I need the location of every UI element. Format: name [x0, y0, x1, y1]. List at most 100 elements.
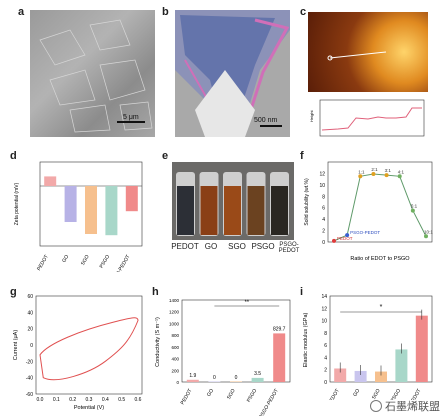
bar-d: [44, 176, 57, 186]
bar-i: [334, 368, 347, 382]
scale-label-a: 5 μm: [123, 114, 139, 121]
series-line-f: [333, 173, 427, 242]
bar-i: [395, 349, 408, 382]
bar-i: [354, 370, 367, 382]
point-f: [332, 238, 336, 243]
value-label-h: 3.5: [254, 371, 261, 377]
xtick-g: 0.4: [102, 397, 109, 403]
ylabel-g: Current (μA): [13, 330, 19, 361]
ytick-g: -40: [26, 376, 33, 382]
point-label-f: 4:1: [398, 169, 405, 174]
plot-frame-f: [327, 161, 433, 243]
point-label-f: 2:1: [371, 167, 378, 172]
sem-flakes: [39, 19, 153, 133]
ytick-h: 200: [171, 368, 179, 373]
bar-d: [105, 186, 118, 236]
ytick-f: 4: [322, 217, 325, 223]
vial-liquid: [271, 186, 288, 235]
chart-h-conductivity: 0 200 400 600 800 1000 1200 1400 Conductivity (S…: [155, 298, 291, 416]
point-label-f: PEDOT: [337, 236, 353, 241]
ytick-i: 4: [324, 355, 327, 361]
plot-frame-d: [39, 161, 143, 247]
value-label-h: 0: [235, 375, 238, 381]
bar-i: [375, 371, 387, 382]
ytick-g: 40: [27, 310, 33, 316]
tick-label-d: GO: [61, 254, 70, 264]
point-label-f: 10:1: [424, 229, 433, 234]
tick-label-d: PSGO-PEDOT: [110, 254, 132, 272]
tem-image-b: [175, 10, 290, 137]
panel-b-label: b: [162, 6, 169, 18]
xtick-g: 0.2: [69, 397, 76, 403]
vial-liquid: [200, 186, 218, 235]
bar-d: [64, 186, 77, 222]
panel-g-label: g: [10, 286, 17, 298]
vial-photo-e: [172, 162, 294, 240]
xtick-g: 0.1: [53, 397, 60, 403]
vial-liquid: [224, 186, 241, 235]
vials: [176, 172, 289, 236]
bar-h: [230, 381, 242, 382]
ytick-g: -20: [26, 359, 33, 365]
ytick-h: 800: [171, 333, 179, 338]
ylabel-f: Solid solubility (wt.%): [304, 178, 310, 226]
ytick-h: 0: [176, 380, 179, 385]
scale-label-b: 500 nm: [254, 117, 278, 124]
sig-mark-h: **: [244, 300, 249, 306]
point-f: [358, 174, 363, 179]
vial-label: GO: [204, 242, 218, 251]
chart-d-zeta: Zeta potential (mV) PEDOT GO SGO PSGOPSGO-PE…: [14, 161, 143, 272]
vial-liquid: [177, 186, 194, 235]
ylabel-h: Conductivity (S m⁻¹): [155, 317, 161, 367]
ytick-f: 6: [322, 206, 325, 212]
ytick-i: 2: [324, 368, 327, 374]
ytick-g: -60: [26, 392, 33, 398]
xtick-g: 0.5: [118, 397, 125, 403]
bar-h: [251, 377, 264, 382]
ytick-f: 0: [322, 240, 325, 246]
point-f: [371, 172, 376, 176]
ytick-g: 60: [27, 294, 33, 300]
afm-line: [327, 51, 387, 61]
ytick-i: 14: [321, 294, 327, 300]
panel-e-label: e: [162, 150, 169, 162]
xlabel-f: Ratio of EDOT to PSGO: [350, 256, 410, 262]
chart-g-cv: 0.0 0.1 0.2 0.3 0.4 0.5 0.6 -60 -40 -20 0 20 40 60 Pot…: [13, 294, 143, 411]
plot-frame-g: [35, 295, 143, 395]
vial-label: PSGO-PEDOT: [278, 242, 300, 254]
value-label-h: 829.7: [273, 326, 286, 332]
point-f: [345, 233, 350, 238]
ytick-f: 10: [319, 183, 325, 189]
xlabel-g: Potential (V): [74, 405, 104, 411]
ytick-g: 0: [30, 343, 33, 349]
ytick-i: 8: [324, 331, 327, 337]
panel-d-label: d: [10, 150, 17, 162]
vial-liquid: [247, 186, 265, 235]
point-f: [410, 208, 415, 213]
ylabel-i: Elastic modulus (GPa): [303, 312, 309, 367]
tick-label-h: PEDOT: [180, 388, 194, 406]
ytick-h: 1400: [169, 298, 180, 303]
ytick-h: 600: [171, 345, 179, 350]
tick-label-h: PSGO: [246, 388, 258, 404]
point-f: [424, 234, 428, 239]
ylabel-d: Zeta potential (mV): [14, 182, 20, 225]
point-f: [384, 173, 389, 178]
sig-mark-i: *: [380, 304, 383, 311]
panel-f-label: f: [300, 150, 304, 162]
point-label-f: 5:1: [411, 204, 418, 209]
point-label-f: 3:1: [385, 168, 392, 173]
watermark-text: 石墨烯联盟: [385, 401, 440, 413]
ytick-i: 12: [321, 306, 327, 312]
afm-profile: Height: [309, 99, 425, 137]
ytick-i: 10: [321, 319, 327, 325]
afm-image-c: [308, 12, 428, 92]
tick-label-d: PEDOT: [36, 254, 50, 272]
panel-i-label: i: [300, 286, 304, 298]
value-label-h: 1.9: [189, 373, 196, 379]
ytick-h: 400: [171, 357, 179, 362]
afm-ylabel: Height: [309, 110, 314, 122]
panel-h-label: h: [152, 286, 159, 298]
xtick-g: 0.0: [37, 397, 44, 403]
vial-label-row: PEDOT GO SGO PSGO PSGO-PEDOT: [168, 242, 300, 258]
